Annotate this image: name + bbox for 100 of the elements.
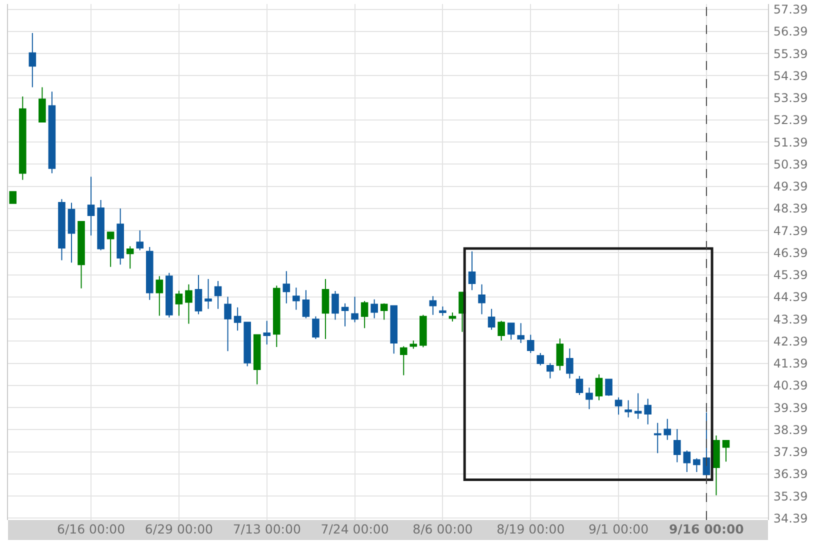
candlestick (605, 378, 612, 396)
x-tick-label: 8/19 00:00 (496, 522, 565, 536)
x-tick-label: 6/29 00:00 (144, 522, 214, 536)
y-tick-label: 34.39 (773, 511, 808, 526)
y-tick-label: 52.39 (773, 113, 808, 128)
candlestick (136, 230, 144, 251)
candlestick (78, 221, 85, 289)
y-tick-label: 48.39 (773, 202, 808, 216)
candlestick (595, 374, 603, 401)
candlestick (380, 302, 388, 320)
candlestick (390, 305, 398, 354)
y-tick-label: 43.39 (773, 312, 808, 326)
candlestick (322, 278, 330, 340)
candlestick (370, 298, 378, 319)
candlestick (146, 246, 154, 300)
candlestick (498, 320, 505, 342)
candlestick (576, 375, 584, 396)
candlestick (420, 314, 427, 348)
candlestick (126, 246, 134, 270)
candlestick (312, 316, 320, 340)
x-tick-label: 9/1 00:00 (588, 522, 649, 536)
y-tick-label: 42.39 (773, 334, 808, 348)
x-tick-label: 9/16 00:00 (669, 522, 744, 536)
x-tick-label: 7/24 00:00 (320, 522, 389, 536)
y-tick-label: 41.39 (773, 356, 808, 371)
y-tick-label: 51.39 (773, 135, 808, 150)
candlestick (400, 346, 408, 376)
candlestick (175, 290, 183, 316)
candlestick (194, 274, 202, 315)
candlestick (19, 96, 26, 180)
candlestick (488, 308, 496, 330)
x-tick-label: 7/13 00:00 (232, 522, 301, 536)
candlestick (292, 287, 300, 310)
y-tick-label: 50.39 (773, 157, 808, 172)
candlestick (332, 290, 339, 320)
y-tick-label: 47.39 (773, 224, 808, 238)
candlestick (546, 362, 554, 379)
candlestick (9, 191, 17, 204)
y-tick-label: 44.39 (773, 290, 808, 304)
y-tick-label: 45.39 (773, 268, 808, 282)
candlestick (185, 284, 192, 324)
candlestick (204, 278, 212, 310)
candlestick (97, 200, 104, 251)
candlestick (116, 208, 124, 266)
candlestick (58, 198, 66, 261)
y-tick-label: 56.39 (773, 24, 808, 39)
candlestick (683, 450, 691, 472)
candlestick (536, 352, 544, 366)
candlestick (166, 272, 173, 318)
candlestick (263, 320, 271, 346)
candlestick (654, 422, 662, 454)
y-tick-label: 53.39 (773, 91, 808, 106)
candlestick (712, 434, 720, 496)
candlestick (507, 322, 515, 340)
candlestick (351, 296, 358, 323)
candlestick (341, 302, 349, 327)
candlestick (28, 32, 36, 88)
y-tick-label: 37.39 (773, 445, 808, 460)
candlestick (586, 387, 593, 410)
candlestick (302, 290, 310, 319)
candlestick (272, 285, 280, 348)
y-tick-label: 57.39 (773, 2, 808, 17)
candlestick (644, 398, 652, 425)
candlestick (478, 284, 486, 315)
x-tick-label: 6/16 00:00 (56, 522, 126, 536)
candlestick (429, 296, 437, 316)
candlestick (634, 392, 642, 420)
candlestick (722, 440, 730, 462)
candlestick (68, 202, 76, 264)
y-tick-label: 39.39 (773, 400, 808, 415)
candlestick (566, 348, 574, 379)
x-tick-label: 8/6 00:00 (412, 522, 473, 536)
candlestick (448, 312, 456, 322)
y-tick-label: 36.39 (773, 467, 808, 482)
candlestick (282, 270, 290, 304)
y-tick-label: 40.39 (773, 378, 808, 393)
candlestick (156, 276, 164, 316)
candlestick (624, 400, 632, 418)
candlestick (614, 396, 622, 416)
candlestick (87, 176, 95, 236)
y-tick-label: 38.39 (773, 422, 808, 437)
candlestick (526, 334, 534, 354)
candlestick (664, 418, 672, 440)
candlestick (468, 250, 476, 291)
candlestick (48, 91, 56, 174)
candlestick (410, 340, 418, 350)
candlestick (674, 428, 681, 463)
candlestick (253, 334, 261, 385)
y-tick-label: 35.39 (773, 489, 808, 504)
candlestick (244, 322, 251, 367)
y-tick-label: 49.39 (773, 180, 808, 194)
candlestick (360, 300, 368, 329)
candlestick (38, 86, 46, 122)
y-tick-label: 54.39 (773, 68, 808, 83)
candlestick (556, 338, 564, 371)
candlestick (517, 322, 524, 344)
candlestick (234, 306, 242, 332)
candlestick (214, 280, 222, 310)
y-tick-label: 55.39 (773, 46, 808, 61)
candlestick (439, 306, 446, 316)
